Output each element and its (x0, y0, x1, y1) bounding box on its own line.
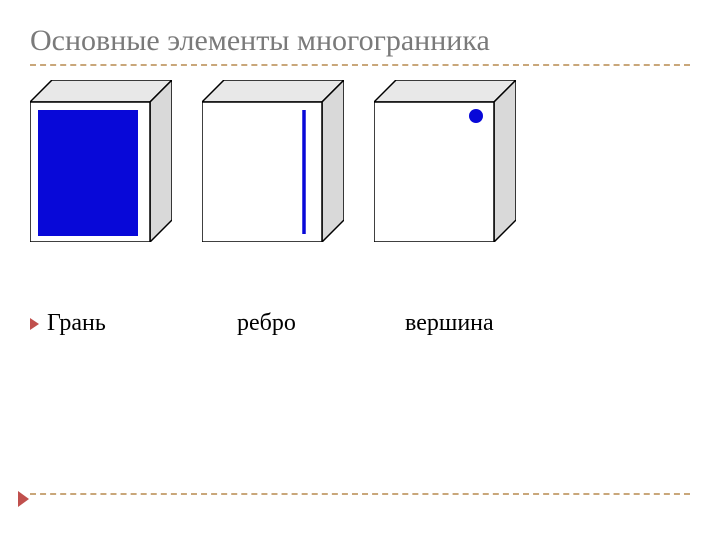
title-underline (30, 64, 690, 66)
footer-marker-icon (18, 491, 29, 507)
slide-title: Основные элементы многогранника (30, 24, 490, 58)
footer-line (30, 493, 690, 495)
labels-row: Грань ребро вершина (30, 310, 570, 337)
label-edge: ребро (237, 310, 405, 337)
cube-face (30, 80, 172, 242)
cube-vertex (374, 80, 516, 242)
label-vertex: вершина (405, 310, 494, 337)
bullet-icon (30, 318, 39, 330)
cube-edge (202, 80, 344, 242)
cubes-row (30, 80, 516, 242)
label-face: Грань (47, 310, 237, 337)
